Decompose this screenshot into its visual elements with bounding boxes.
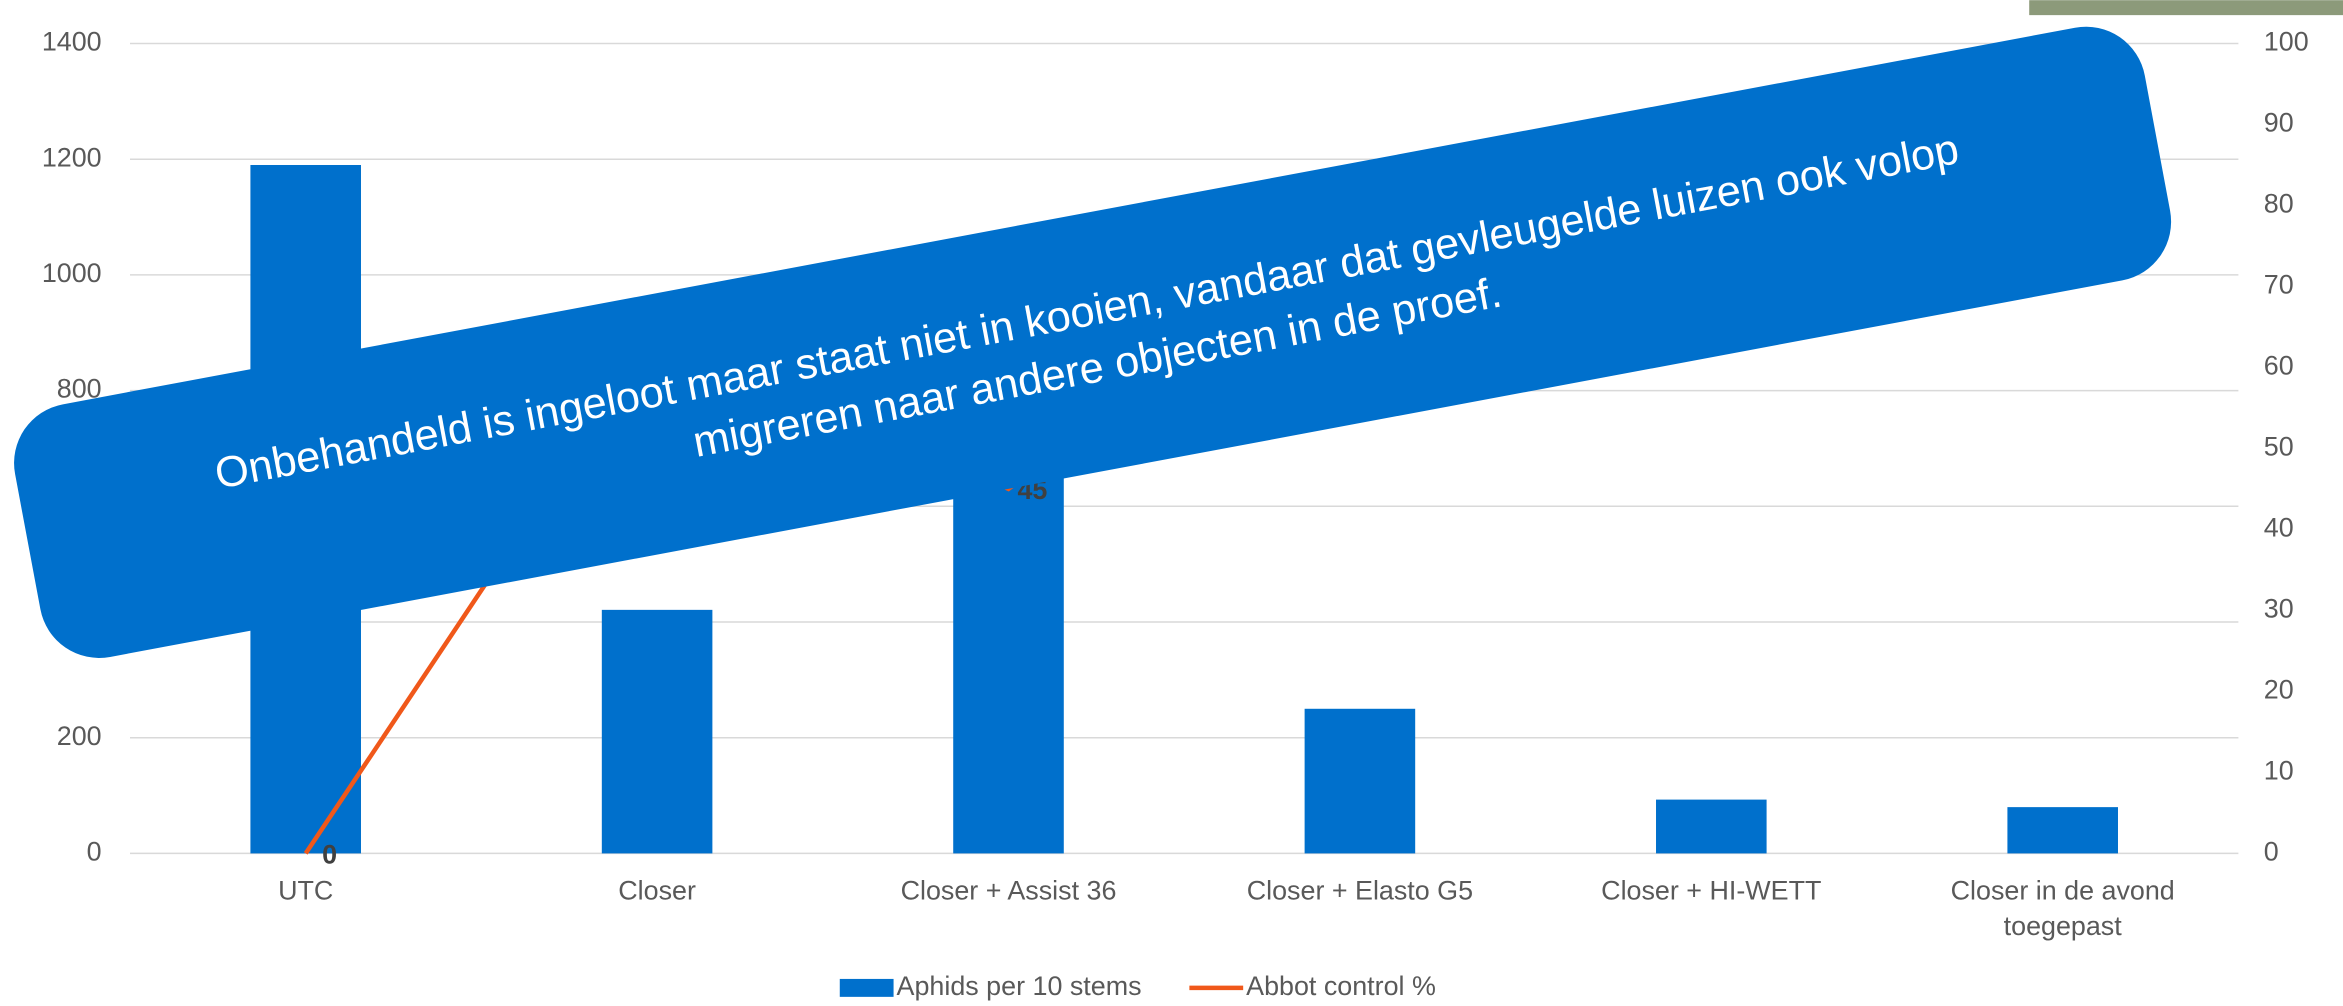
legend-swatch bbox=[839, 978, 894, 997]
y2-tick-label: 50 bbox=[2264, 432, 2294, 462]
x-tick-label: Closer bbox=[618, 875, 696, 905]
legend-label: Abbot control % bbox=[1246, 971, 1436, 1001]
y-tick-label: 1400 bbox=[42, 27, 102, 57]
y-tick-label: 1200 bbox=[42, 142, 102, 172]
bar bbox=[953, 448, 1064, 854]
data-label: 0 bbox=[322, 840, 337, 870]
y2-tick-label: 60 bbox=[2264, 351, 2294, 381]
y2-tick-label: 100 bbox=[2264, 27, 2309, 57]
y2-tick-label: 80 bbox=[2264, 189, 2294, 219]
x-tick-label: UTC bbox=[278, 875, 333, 905]
x-tick-label: toegepast bbox=[2004, 911, 2123, 941]
bar bbox=[1656, 799, 1767, 854]
bar bbox=[2007, 807, 2118, 854]
banner-box bbox=[14, 26, 2172, 658]
y2-tick-label: 90 bbox=[2264, 108, 2294, 138]
photo bbox=[2029, 0, 2343, 16]
plot: 0200400600800100012001400010203040506070… bbox=[42, 27, 2309, 1001]
x-tick-label: Closer + HI-WETT bbox=[1601, 875, 1821, 905]
x-tick-label: Closer + Assist 36 bbox=[901, 875, 1117, 905]
y2-tick-label: 10 bbox=[2264, 756, 2294, 786]
bar bbox=[601, 609, 713, 854]
y2-tick-label: 30 bbox=[2264, 594, 2294, 624]
y2-tick-label: 70 bbox=[2264, 270, 2294, 300]
y-tick-label: 0 bbox=[87, 837, 102, 867]
y-tick-label: 200 bbox=[57, 721, 102, 751]
y2-tick-label: 0 bbox=[2264, 837, 2279, 867]
y2-tick-label: 40 bbox=[2264, 513, 2294, 543]
bar bbox=[1304, 708, 1416, 854]
y2-tick-label: 20 bbox=[2264, 675, 2294, 705]
x-tick-label: Closer in de avond bbox=[1951, 875, 2175, 905]
legend-label: Aphids per 10 stems bbox=[897, 971, 1142, 1001]
x-tick-label: Closer + Elasto G5 bbox=[1247, 875, 1473, 905]
y-tick-label: 1000 bbox=[42, 258, 102, 288]
